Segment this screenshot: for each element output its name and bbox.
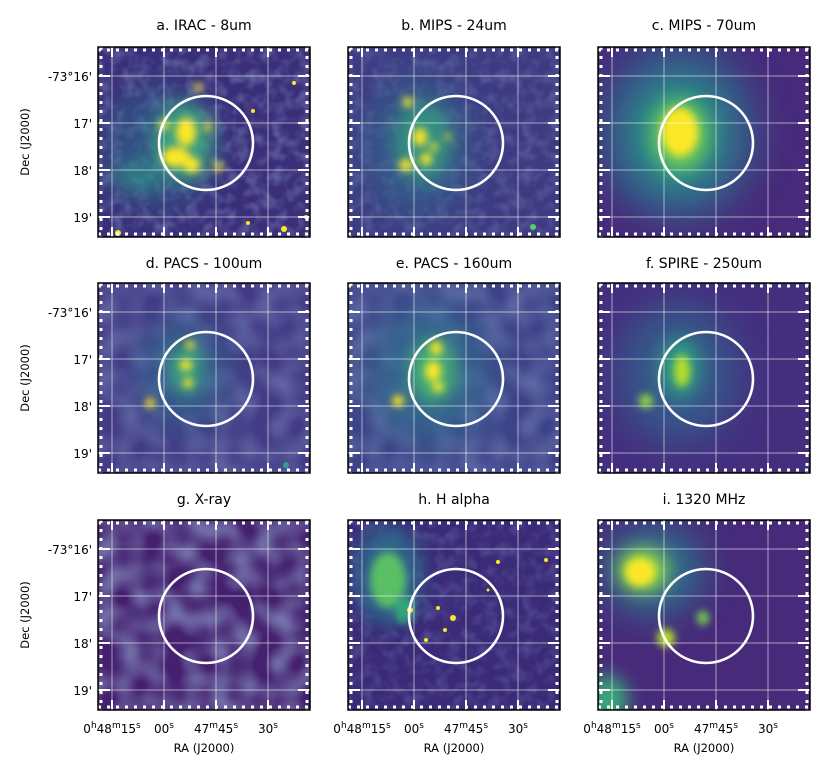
panel-frame: [347, 46, 561, 238]
panel-g: [98, 520, 310, 710]
ra-ticks: 0h48m15s 00s 47m45s 30s 0h48m15s 00s 47m45s 30s…: [83, 721, 778, 736]
panel-overlay: [597, 282, 811, 474]
panel-overlays: [97, 46, 811, 711]
ra-axis-label: RA (J2000): [674, 741, 735, 755]
dec-axis-label: Dec (J2000): [18, 108, 32, 176]
panel-overlay: [97, 282, 311, 474]
panel-d-image: [98, 283, 310, 473]
region-circle: [657, 567, 755, 665]
panel-e-title: e. PACS - 160um: [396, 256, 512, 272]
panel-b: [348, 47, 560, 237]
panel-overlay: [347, 519, 561, 711]
ra-tick: 0h48m15s: [83, 721, 141, 736]
dec-ticks-row2: -73°16' 17' 18' 19': [48, 306, 92, 461]
ra-tick: 47m45s: [694, 721, 738, 736]
dec-tick: 18': [73, 400, 92, 414]
panel-c-image: [598, 47, 810, 237]
panel-e-image: [348, 283, 560, 473]
panel-a-title: a. IRAC - 8um: [156, 18, 251, 34]
region-circle: [157, 94, 255, 192]
panel-a: [98, 47, 310, 237]
panel-i-image: [598, 520, 810, 710]
dec-axis-label: Dec (J2000): [18, 581, 32, 649]
dec-tick: 18': [73, 637, 92, 651]
dec-ticks-row3: -73°16' 17' 18' 19': [48, 543, 92, 698]
panel-g-image: [98, 520, 310, 710]
panel-overlay: [97, 46, 311, 238]
panel-g-title: g. X-ray: [177, 492, 231, 508]
panel-frame: [347, 282, 561, 474]
dec-tick: -73°16': [48, 70, 92, 84]
region-circle: [657, 94, 755, 192]
dec-ticks-row1: -73°16' 17' 18' 19': [48, 70, 92, 225]
dec-tick: 18': [73, 164, 92, 178]
panel-frame: [347, 519, 561, 711]
dec-tick: 19': [73, 684, 92, 698]
dec-tick: -73°16': [48, 306, 92, 320]
panel-overlay: [597, 46, 811, 238]
panel-h-image: [348, 520, 560, 710]
panel-overlay: [97, 519, 311, 711]
panel-overlay: [347, 282, 561, 474]
ra-tick: 00s: [404, 721, 424, 736]
panel-b-image: [348, 47, 560, 237]
panel-frame: [97, 282, 311, 474]
panel-h: [348, 520, 560, 710]
ra-tick: 47m45s: [444, 721, 488, 736]
panel-frame: [597, 282, 811, 474]
ra-axis-label: RA (J2000): [424, 741, 485, 755]
panel-d-title: d. PACS - 100um: [146, 256, 263, 272]
panel-frame: [597, 519, 811, 711]
panel-frame: [97, 519, 311, 711]
region-circle: [407, 330, 505, 428]
panel-c-title: c. MIPS - 70um: [652, 18, 756, 34]
dec-axis-label: Dec (J2000): [18, 344, 32, 412]
ra-tick: 00s: [654, 721, 674, 736]
dec-tick: 19': [73, 211, 92, 225]
panel-f-image: [598, 283, 810, 473]
ra-tick: 30s: [258, 721, 278, 736]
region-circle: [657, 330, 755, 428]
panel-i-title: i. 1320 MHz: [663, 492, 746, 508]
ra-tick: 0h48m15s: [333, 721, 391, 736]
dec-tick: 17': [73, 353, 92, 367]
panel-d: [98, 283, 310, 473]
region-circle: [157, 567, 255, 665]
region-circle: [157, 330, 255, 428]
dec-tick: -73°16': [48, 543, 92, 557]
panel-frame: [597, 46, 811, 238]
ra-tick: 47m45s: [194, 721, 238, 736]
dec-tick: 17': [73, 590, 92, 604]
panel-frame: [97, 46, 311, 238]
ra-axis-label: RA (J2000): [174, 741, 235, 755]
panel-overlay: [347, 46, 561, 238]
dec-tick: 17': [73, 117, 92, 131]
panel-a-image: [98, 47, 310, 237]
ra-tick: 30s: [758, 721, 778, 736]
panel-b-title: b. MIPS - 24um: [401, 18, 507, 34]
panel-overlay: [597, 519, 811, 711]
ra-tick: 0h48m15s: [583, 721, 641, 736]
region-circle: [407, 94, 505, 192]
dec-tick: 19': [73, 447, 92, 461]
panel-e: [348, 283, 560, 473]
panel-i: [598, 520, 810, 710]
panel-c: [598, 47, 810, 237]
ra-tick: 00s: [154, 721, 174, 736]
ra-tick: 30s: [508, 721, 528, 736]
region-circle: [407, 567, 505, 665]
panel-f: [598, 283, 810, 473]
panel-h-title: h. H alpha: [418, 492, 490, 508]
panel-f-title: f. SPIRE - 250um: [646, 256, 762, 272]
